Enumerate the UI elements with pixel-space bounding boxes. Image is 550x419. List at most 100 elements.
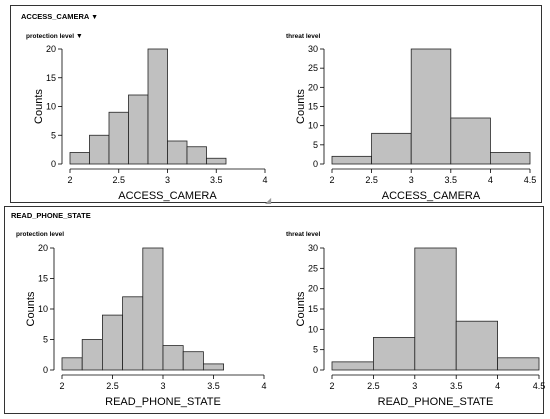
access-camera-panel (10, 5, 542, 203)
threat-level-subtitle-1: threat level (286, 33, 320, 40)
subtitle-text: threat level (286, 33, 321, 40)
y-tick-label: 25 (308, 63, 318, 73)
y-tick-label: 0 (43, 365, 48, 375)
histogram-bar (167, 140, 188, 165)
histogram-bar (373, 337, 416, 371)
histogram-bar (122, 296, 144, 371)
x-tick-label: 2 (59, 381, 64, 391)
histogram-bar (497, 357, 540, 371)
y-axis-title: Counts (33, 89, 45, 124)
subtitle-text: protection level (26, 33, 75, 40)
y-tick-label: 20 (38, 243, 48, 253)
x-axis-title: READ_PHONE_STATE (378, 396, 494, 408)
read-phone-state-panel-title: READ_PHONE_STATE (11, 211, 91, 220)
histogram-bar (182, 351, 204, 371)
dropdown-triangle-icon[interactable]: ▼ (91, 14, 99, 21)
x-tick-label: 2.5 (112, 175, 125, 185)
x-axis-title: ACCESS_CAMERA (118, 190, 217, 202)
y-tick-label: 25 (308, 263, 318, 273)
y-tick-label: 20 (46, 44, 56, 54)
histogram-bar (69, 152, 90, 165)
x-tick-label: 4.5 (533, 381, 546, 391)
x-tick-label: 2 (329, 381, 334, 391)
histogram-bar (489, 152, 531, 165)
x-tick-label: 2.5 (106, 381, 119, 391)
x-tick-label: 2.5 (365, 175, 378, 185)
y-axis-title: Counts (25, 291, 37, 326)
y-tick-label: 0 (313, 365, 318, 375)
threat-level-subtitle-2: threat level (286, 231, 320, 238)
read-phone-state-protection-histogram: 0 5 10 15 20 2 2.5 3 3.5 4 READ_PHONE_STATE Counts (25, 243, 267, 408)
histogram-bar (455, 320, 498, 371)
histogram-bar (89, 134, 110, 165)
histogram-bar (414, 247, 457, 371)
y-tick-label: 5 (313, 140, 318, 150)
histogram-bar (108, 111, 129, 165)
y-tick-label: 10 (38, 304, 48, 314)
access-camera-protection-histogram: 0 5 10 15 20 2 2.5 3 3.5 4 ACCESS_CAMERA Counts (33, 44, 268, 202)
y-tick-label: 0 (313, 159, 318, 169)
y-tick-label: 20 (308, 82, 318, 92)
x-tick-label: 3.5 (207, 381, 220, 391)
y-tick-label: 10 (308, 324, 318, 334)
resize-handle-icon[interactable]: ◢ (265, 196, 272, 205)
histogram-bar (186, 146, 207, 165)
y-tick-label: 5 (43, 335, 48, 345)
subtitle-text: protection level (16, 231, 65, 238)
x-tick-label: 4 (262, 175, 267, 185)
histogram-bar (142, 247, 164, 371)
access-camera-panel-title[interactable]: ACCESS_CAMERA ▼ (21, 12, 98, 21)
access-camera-threat-histogram: 0 5 10 15 20 25 30 2 2.5 3 3.5 4 4.5 ACCESS_CAMERA Cou… (295, 44, 537, 202)
read-phone-state-panel (4, 206, 544, 414)
x-axis-title: READ_PHONE_STATE (105, 396, 221, 408)
y-tick-label: 20 (308, 284, 318, 294)
y-tick-label: 15 (46, 73, 56, 83)
histogram-bar (371, 132, 412, 165)
histogram-bar (128, 94, 149, 165)
x-tick-label: 4 (488, 175, 493, 185)
read-phone-state-threat-histogram: 0 5 10 15 20 25 30 2 2.5 3 3.5 4 4.5 READ_PHONE_STATE… (295, 243, 546, 408)
panel-title-text: READ_PHONE_STATE (11, 211, 91, 220)
x-tick-label: 2 (67, 175, 72, 185)
histogram-bar (61, 357, 83, 371)
histogram-bar (81, 339, 103, 371)
x-tick-label: 3 (412, 381, 417, 391)
dropdown-triangle-icon[interactable]: ▼ (75, 33, 83, 40)
panel-title-text: ACCESS_CAMERA (21, 12, 90, 21)
x-tick-label: 3 (409, 175, 414, 185)
y-tick-label: 0 (51, 159, 56, 169)
x-tick-label: 4.5 (524, 175, 537, 185)
histogram-bar (162, 345, 184, 371)
y-tick-label: 10 (308, 121, 318, 131)
x-tick-label: 4 (261, 381, 266, 391)
y-axis-title: Counts (295, 89, 307, 124)
protection-level-subtitle-2: protection level (16, 231, 64, 238)
x-tick-label: 4 (495, 381, 500, 391)
histogram-bar (331, 361, 374, 371)
y-tick-label: 15 (308, 102, 318, 112)
x-axis-title: ACCESS_CAMERA (382, 190, 481, 202)
histogram-bar (202, 363, 224, 371)
y-tick-label: 30 (308, 243, 318, 253)
y-tick-label: 10 (46, 102, 56, 112)
histogram-bar (206, 157, 227, 165)
histogram-bar (410, 48, 452, 165)
y-tick-label: 5 (51, 130, 56, 140)
protection-level-subtitle-1[interactable]: protection level ▼ (26, 33, 83, 40)
histogram-bar (450, 117, 491, 165)
histogram-bar (147, 48, 168, 165)
y-tick-label: 30 (308, 44, 318, 54)
x-tick-label: 3.5 (210, 175, 223, 185)
y-tick-label: 15 (38, 274, 48, 284)
y-tick-label: 5 (313, 345, 318, 355)
x-tick-label: 3 (160, 381, 165, 391)
histogram-bar (102, 314, 124, 371)
y-axis-title: Counts (295, 291, 307, 326)
subtitle-text: threat level (286, 231, 321, 238)
histogram-bar (331, 155, 372, 165)
x-tick-label: 3.5 (445, 175, 458, 185)
x-tick-label: 3.5 (450, 381, 463, 391)
y-tick-label: 15 (308, 304, 318, 314)
x-tick-label: 3 (165, 175, 170, 185)
x-tick-label: 2 (329, 175, 334, 185)
